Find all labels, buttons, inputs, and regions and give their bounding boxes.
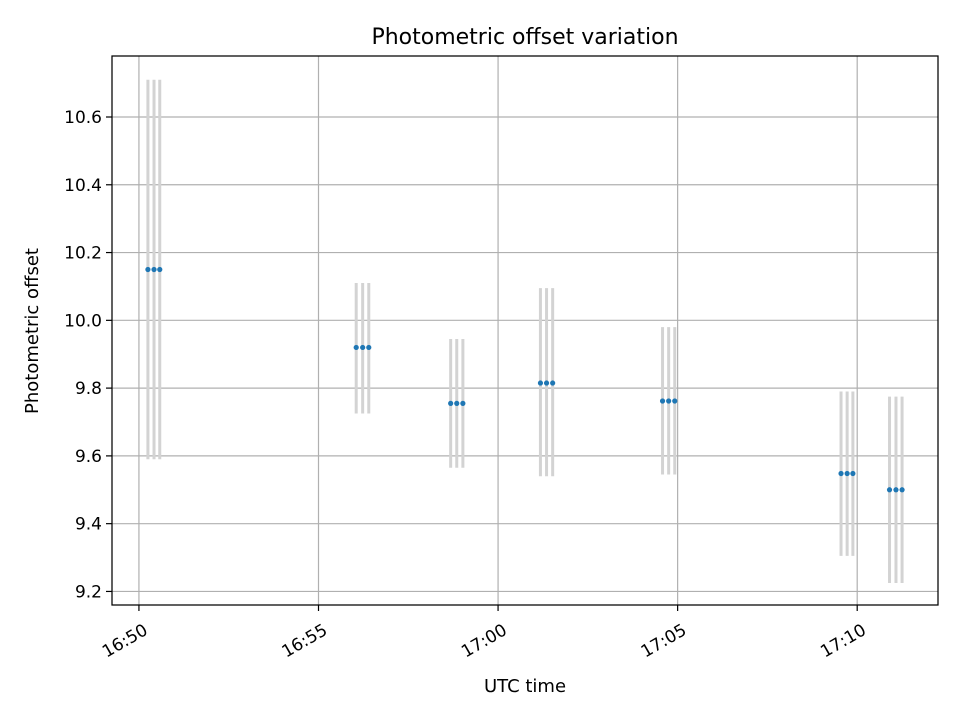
data-point	[145, 266, 151, 273]
data-point	[899, 487, 905, 493]
y-tick-label: 9.2	[75, 582, 102, 602]
data-point	[672, 398, 678, 404]
data-point	[151, 266, 157, 273]
data-point	[850, 470, 856, 477]
data-point	[460, 400, 466, 406]
x-tick-label: 16:55	[279, 620, 331, 662]
data-point	[157, 266, 163, 273]
x-axis-label: UTC time	[484, 676, 566, 697]
y-axis-label: Photometric offset	[22, 248, 43, 414]
data-point	[448, 400, 454, 406]
y-tick-label: 9.6	[75, 447, 102, 467]
y-tick-label: 9.4	[75, 515, 102, 535]
data-point	[844, 470, 850, 477]
x-tick-label: 16:50	[99, 620, 151, 662]
data-point	[454, 400, 460, 406]
y-tick-label: 9.8	[75, 379, 102, 399]
data-point	[550, 380, 556, 386]
data-point	[666, 398, 672, 404]
plot-frame	[111, 55, 939, 606]
chart-title: Photometric offset variation	[371, 25, 678, 50]
y-tick-label: 10.2	[64, 244, 102, 264]
axis-ticks: 9.2 9.4 9.6 9.8 10.0 10.2 10.4 10.6 16:50 16:55 17…	[64, 108, 870, 662]
data-point	[893, 487, 899, 493]
data-points	[145, 266, 905, 493]
data-point	[537, 380, 544, 386]
data-point	[366, 344, 372, 351]
y-tick-label: 10.6	[64, 108, 102, 128]
x-tick-label: 17:10	[817, 620, 869, 662]
y-tick-label: 10.4	[64, 176, 102, 196]
data-point	[659, 398, 666, 404]
grid	[112, 56, 938, 605]
data-point	[543, 380, 550, 386]
x-tick-label: 17:00	[458, 620, 510, 662]
y-tick-label: 10.0	[64, 311, 102, 331]
data-point	[838, 470, 844, 477]
x-tick-label: 17:05	[638, 620, 690, 662]
error-bars	[146, 79, 904, 583]
data-point	[353, 344, 359, 351]
data-point	[360, 344, 366, 351]
data-point	[886, 487, 893, 493]
